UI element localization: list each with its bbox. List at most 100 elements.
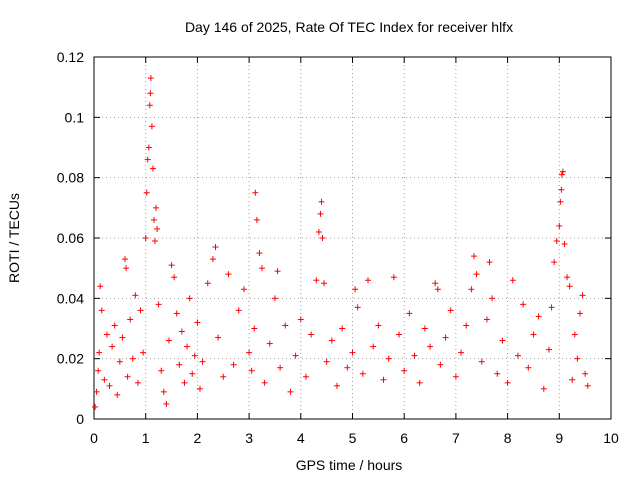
roti-point [123, 265, 130, 272]
roti-point [452, 373, 459, 380]
roti-point [302, 373, 309, 380]
axis-ticks [93, 56, 612, 420]
y-tick-label: 0.04 [57, 290, 84, 306]
roti-point [152, 238, 159, 245]
roti-point [297, 316, 304, 323]
x-tick-label: 5 [349, 430, 357, 446]
roti-point [401, 367, 408, 374]
roti-point [344, 364, 351, 371]
roti-point [339, 325, 346, 332]
roti-point [114, 391, 121, 398]
roti-point [96, 349, 103, 356]
roti-point [274, 268, 281, 275]
roti-point [230, 361, 237, 368]
roti-point [569, 376, 576, 383]
roti-point [204, 280, 211, 287]
roti-point [499, 337, 506, 344]
roti-point [248, 367, 255, 374]
roti-point [411, 352, 418, 359]
y-tick-label: 0.1 [65, 109, 85, 125]
grid [94, 57, 611, 419]
roti-point [176, 361, 183, 368]
roti-point [556, 222, 563, 229]
roti-point [154, 225, 161, 232]
roti-point [106, 382, 113, 389]
roti-point [137, 307, 144, 314]
roti-point [447, 307, 454, 314]
roti-point [349, 349, 356, 356]
roti-point [504, 379, 511, 386]
roti-point [390, 274, 397, 281]
roti-point [559, 168, 566, 175]
roti-point [116, 358, 123, 365]
roti-point [566, 283, 573, 290]
roti-point [146, 102, 153, 109]
roti-point [142, 235, 149, 241]
x-tick-label: 10 [603, 430, 619, 446]
roti-point [97, 283, 104, 290]
data-points [92, 75, 591, 410]
roti-point [261, 379, 268, 386]
roti-point [540, 385, 547, 392]
roti-point [150, 216, 157, 223]
roti-point [483, 316, 490, 323]
roti-point [463, 322, 470, 329]
roti-point [494, 370, 501, 377]
roti-point [251, 325, 258, 332]
roti-point [155, 301, 162, 308]
x-tick-labels: 0 1 2 3 4 5 6 7 8 9 10 [90, 430, 619, 446]
roti-point [514, 352, 521, 359]
roti-point [212, 244, 219, 251]
roti-point [184, 343, 191, 350]
roti-point [564, 274, 571, 281]
roti-point [95, 367, 102, 374]
roti-point [191, 352, 198, 359]
roti-point [158, 367, 165, 374]
roti-point [259, 265, 266, 272]
roti-point [525, 364, 532, 371]
roti-point [271, 295, 278, 302]
y-axis-label: ROTI / TECUs [6, 193, 22, 283]
roti-point [209, 256, 216, 263]
roti-point [318, 198, 325, 205]
roti-point [148, 123, 155, 130]
roti-point [584, 382, 591, 389]
roti-point [579, 292, 586, 299]
roti-point [163, 400, 170, 407]
roti-point [149, 165, 156, 172]
roti-point [140, 349, 147, 356]
roti-point [215, 334, 222, 341]
roti-point [109, 343, 116, 350]
roti-point [380, 376, 387, 383]
roti-point [173, 310, 180, 317]
x-tick-label: 4 [297, 430, 305, 446]
roti-point [489, 295, 496, 302]
roti-point [535, 313, 542, 320]
roti-point [545, 346, 552, 353]
x-tick-label: 0 [90, 430, 98, 446]
roti-point [246, 349, 253, 356]
roti-point [473, 271, 480, 278]
roti-point [582, 370, 589, 377]
roti-point [253, 216, 260, 223]
roti-point [165, 337, 172, 344]
roti-point [396, 331, 403, 338]
x-tick-label: 1 [142, 430, 150, 446]
roti-point [103, 331, 110, 338]
roti-point [186, 295, 193, 302]
roti-point [98, 307, 105, 314]
x-tick-label: 7 [452, 430, 460, 446]
roti-point [317, 210, 324, 217]
roti-point [178, 328, 185, 335]
roti-point [225, 271, 232, 278]
roti-point [557, 198, 564, 205]
roti-point [266, 340, 273, 347]
roti-point [323, 358, 330, 365]
roti-point [328, 337, 335, 344]
x-tick-label: 8 [504, 430, 512, 446]
roti-point [406, 310, 413, 317]
roti-point [92, 403, 99, 410]
roti-point [147, 90, 154, 97]
roti-point [240, 286, 247, 293]
roti-point [122, 256, 129, 263]
